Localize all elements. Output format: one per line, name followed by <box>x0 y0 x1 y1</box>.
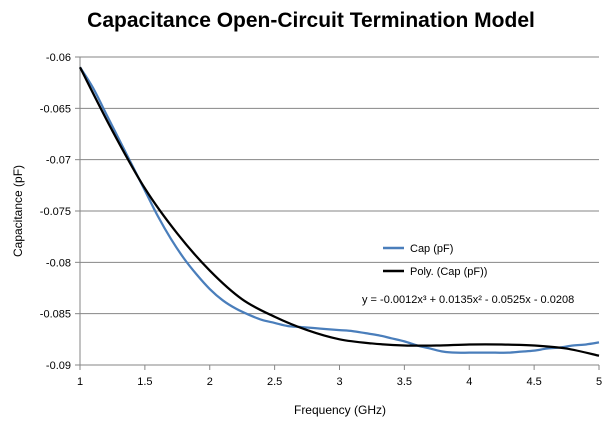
series-line-poly <box>78 66 600 357</box>
y-tick-label: -0.065 <box>40 103 71 115</box>
y-tick-label: -0.08 <box>46 257 71 269</box>
legend-label-cap: Cap (pF) <box>410 243 453 255</box>
x-tick-label: 5 <box>596 376 602 388</box>
x-axis-ticks: 1 1.5 2 2.5 3 3.5 4 4.5 5 <box>77 365 602 388</box>
series-line-cap <box>79 66 600 354</box>
y-axis-label: Capacitance (pF) <box>11 165 25 257</box>
y-tick-label: -0.085 <box>40 309 71 321</box>
x-axis-label: Frequency (GHz) <box>294 403 386 417</box>
x-tick-label: 3.5 <box>397 376 412 388</box>
x-tick-label: 2 <box>207 376 213 388</box>
y-tick-label: -0.06 <box>46 52 71 64</box>
trendline-equation: y = -0.0012x³ + 0.0135x² - 0.0525x - 0.0… <box>362 294 574 306</box>
x-tick-label: 4.5 <box>526 376 541 388</box>
grid <box>80 56 599 315</box>
legend-label-poly: Poly. (Cap (pF)) <box>410 266 487 278</box>
x-tick-label: 4 <box>466 376 472 388</box>
plot-area <box>78 66 600 357</box>
x-tick-label: 1 <box>77 376 83 388</box>
y-tick-label: -0.075 <box>40 206 71 218</box>
y-tick-label: -0.07 <box>46 155 71 167</box>
x-tick-label: 1.5 <box>137 376 152 388</box>
x-tick-label: 3 <box>336 376 342 388</box>
chart-title: Capacitance Open-Circuit Termination Mod… <box>87 9 535 32</box>
x-tick-label: 2.5 <box>267 376 282 388</box>
legend: Cap (pF) Poly. (Cap (pF)) <box>383 243 487 278</box>
y-axis-ticks: -0.06 -0.065 -0.07 -0.075 -0.08 -0.085 -0.09 <box>40 52 80 372</box>
y-tick-label: -0.09 <box>46 360 71 372</box>
